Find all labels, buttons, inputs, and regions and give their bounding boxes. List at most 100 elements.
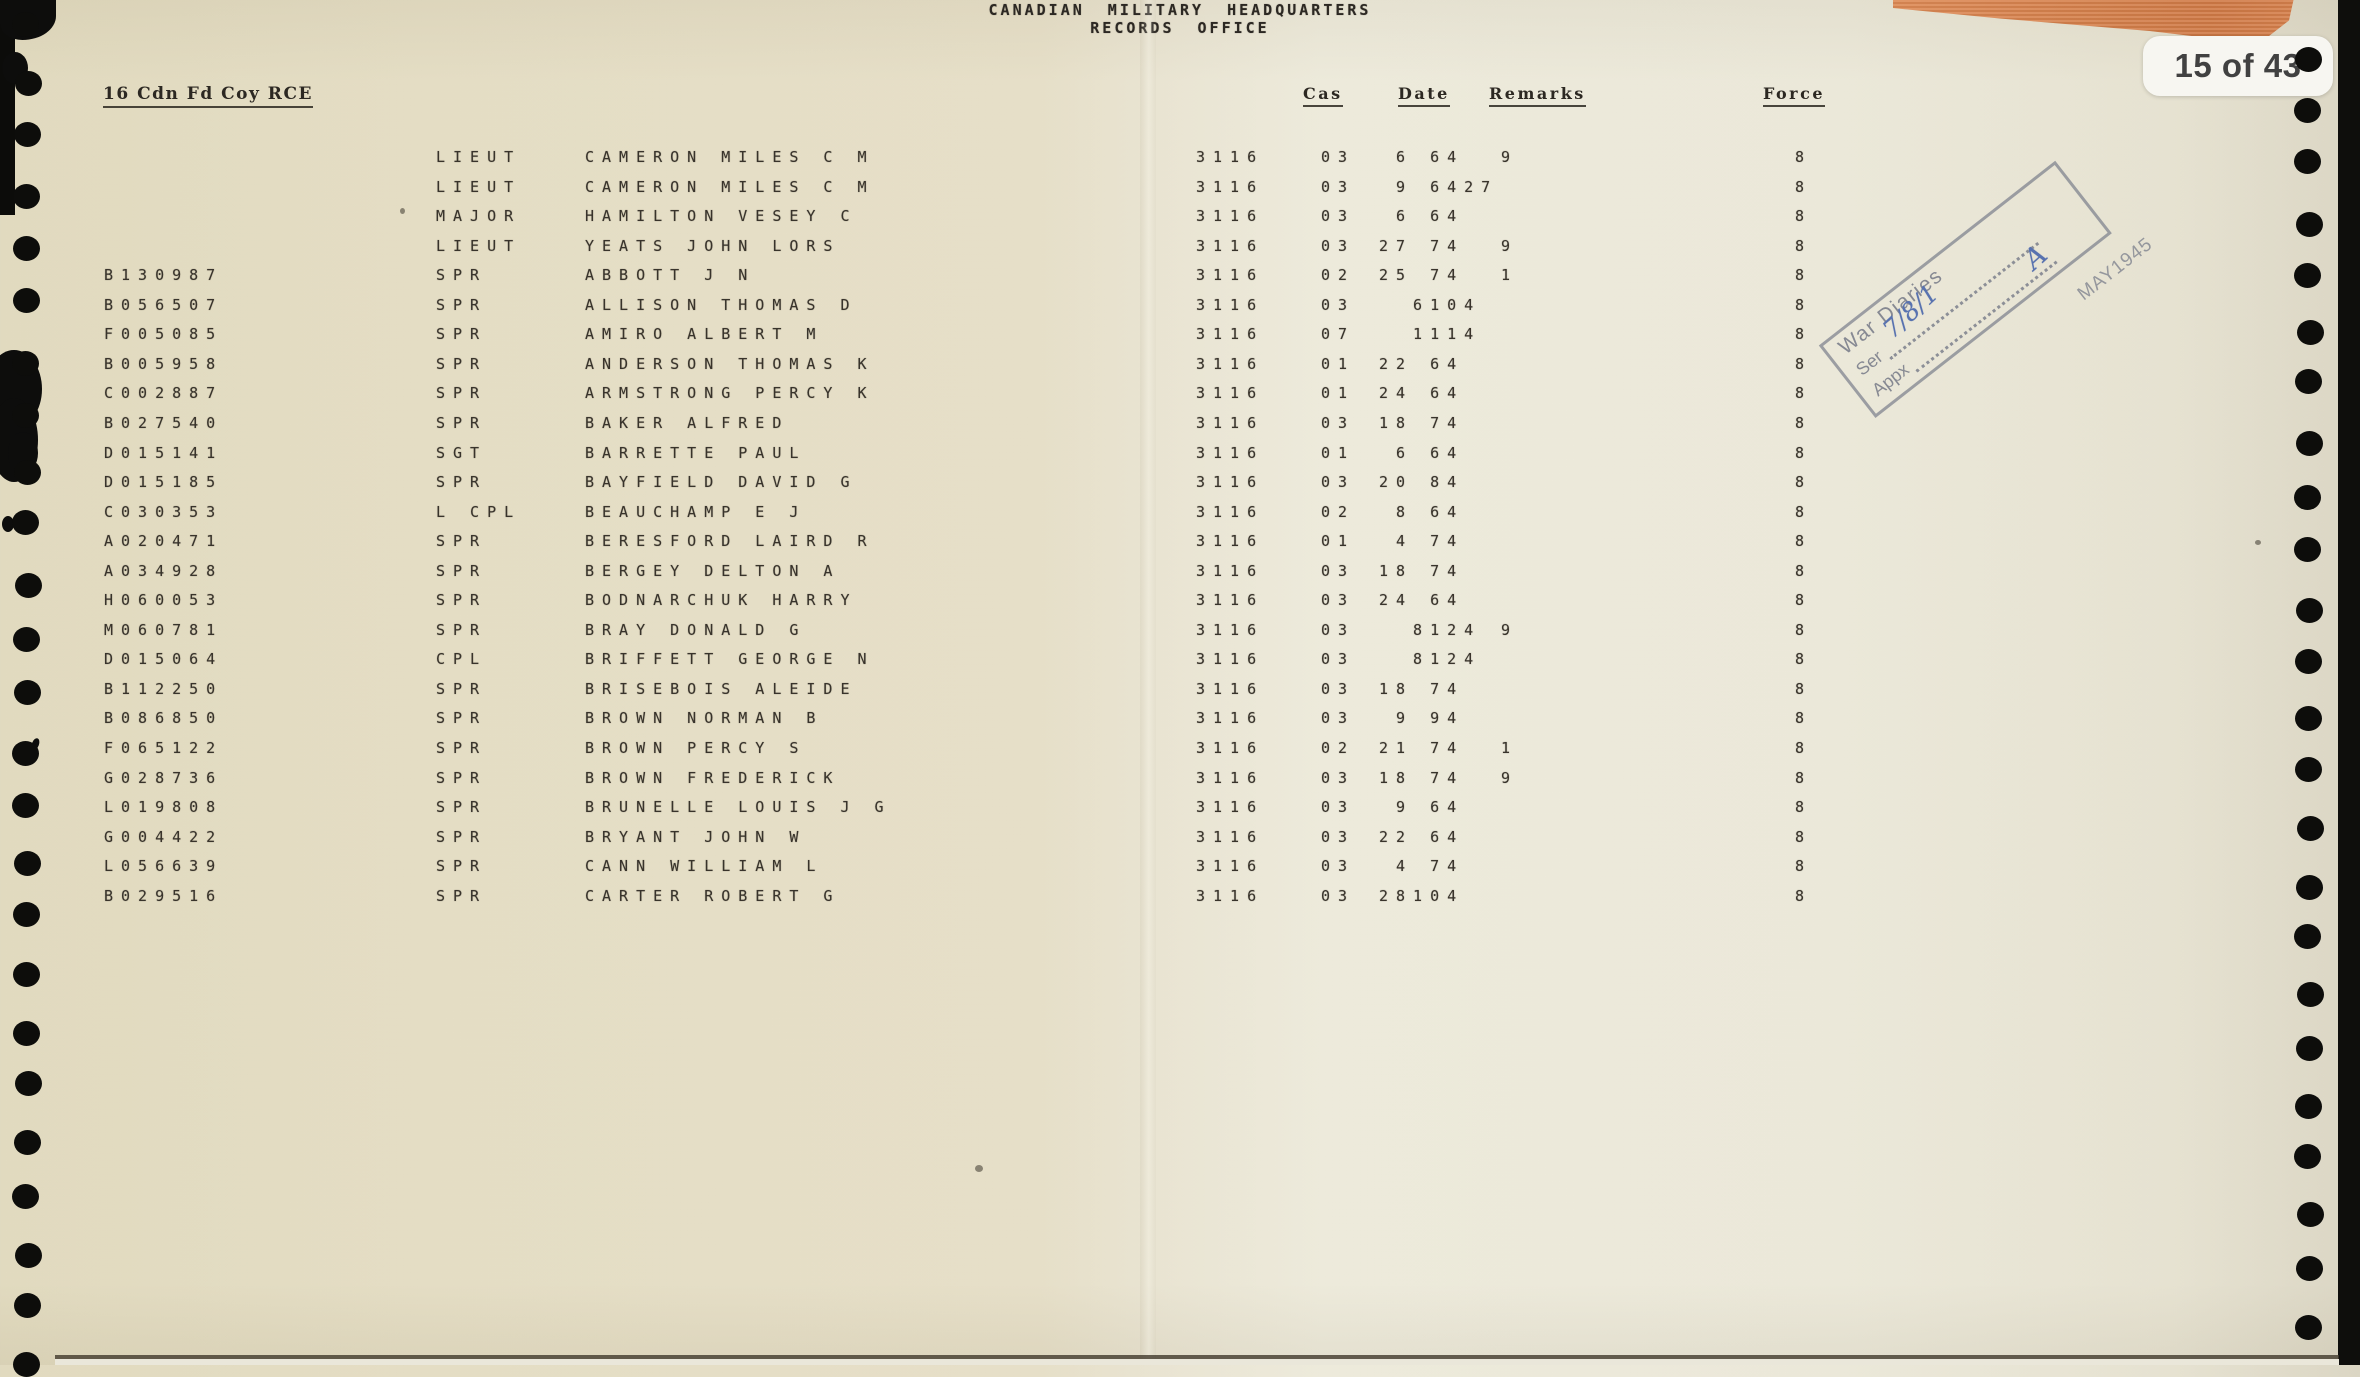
date-cell: 24 64 [1379, 591, 1465, 610]
code-cell: 02 [1321, 266, 1356, 285]
cas-cell: 3116 [1196, 591, 1265, 610]
letterhead-line2: RECORDS OFFICE [1090, 19, 1270, 37]
reg-number-cell: A020471 [104, 532, 224, 551]
col-header-date: Date [1398, 84, 1450, 107]
table-row: LIEUT CAMERON MILES C M 3116 03 9 6427 8 [0, 178, 2360, 206]
date-cell: 8 64 [1379, 502, 1465, 521]
table-row: B130987 SPR ABBOTT J N 3116 02 25 74 1 8 [0, 266, 2360, 294]
name-cell: BAYFIELD DAVID G [585, 473, 858, 492]
letterhead-line1: CANADIAN MILITARY HEADQUARTERS [988, 1, 1372, 19]
code-cell: 03 [1321, 886, 1356, 905]
cas-cell: 3116 [1196, 266, 1265, 285]
reg-number-cell: B005958 [104, 354, 224, 373]
rank-cell: SPR [436, 827, 488, 846]
rank-cell: SPR [436, 473, 488, 492]
code-cell: 01 [1321, 354, 1356, 373]
film-sprocket-dot [13, 236, 40, 262]
cas-cell: 3116 [1196, 295, 1265, 314]
name-cell: BERESFORD LAIRD R [585, 532, 875, 551]
name-cell: BRAY DONALD G [585, 620, 807, 639]
film-sprocket-dot [15, 70, 42, 96]
film-sprocket-dot [2294, 262, 2321, 288]
cas-cell: 3116 [1196, 413, 1265, 432]
code-cell: 03 [1321, 768, 1356, 787]
film-sprocket-dot [2296, 431, 2323, 457]
col-header-force: Force [1763, 84, 1826, 107]
film-sprocket-dot [2295, 1093, 2322, 1119]
film-sprocket-dot [13, 961, 40, 987]
force-cell: 8 [1795, 177, 1813, 196]
date-cell: 25 74 [1379, 266, 1465, 285]
force-cell: 8 [1795, 709, 1813, 728]
date-cell: 9 94 [1379, 709, 1465, 728]
film-sprocket-dot [2295, 756, 2322, 782]
table-row: F005085 SPR AMIRO ALBERT M 3116 07 1114 … [0, 325, 2360, 353]
reg-number-cell: C002887 [104, 384, 224, 403]
name-cell: BAKER ALFRED [585, 413, 790, 432]
force-cell: 8 [1795, 650, 1813, 669]
cas-cell: 3116 [1196, 354, 1265, 373]
table-row: D015185 SPR BAYFIELD DAVID G 3116 03 20 … [0, 473, 2360, 501]
code-cell: 03 [1321, 591, 1356, 610]
date-cell: 18 74 [1379, 768, 1465, 787]
name-cell: BROWN PERCY S [585, 739, 807, 757]
name-cell: BROWN NORMAN B [585, 709, 824, 728]
date-cell: 18 74 [1379, 413, 1465, 432]
rank-cell: SPR [436, 384, 488, 403]
name-cell: BODNARCHUK HARRY [585, 591, 858, 610]
name-cell: CANN WILLIAM L [585, 857, 824, 876]
date-cell: 4 74 [1379, 532, 1465, 551]
film-sprocket-dot [12, 402, 39, 428]
rank-cell: LIEUT [436, 177, 522, 196]
remarks-cell: 9 [1501, 236, 1519, 255]
film-sprocket-dot [12, 793, 39, 819]
date-cell: 6104 [1379, 295, 1482, 314]
table-row: G004422 SPR BRYANT JOHN W 3116 03 22 64 … [0, 828, 2360, 856]
rank-cell: L CPL [436, 502, 522, 521]
rank-cell: SPR [436, 561, 488, 580]
name-cell: BRYANT JOHN W [585, 827, 807, 846]
reg-number-cell: H060053 [104, 591, 224, 610]
cas-cell: 3116 [1196, 325, 1265, 344]
cas-cell: 3116 [1196, 620, 1265, 639]
page-bottom-edge [55, 1355, 2339, 1359]
film-sprocket-dot [15, 573, 42, 598]
cas-cell: 3116 [1196, 798, 1265, 817]
cas-cell: 3116 [1196, 236, 1265, 255]
film-sprocket-dot [14, 460, 41, 486]
cas-cell: 3116 [1196, 857, 1265, 876]
code-cell: 03 [1321, 620, 1356, 639]
remarks-cell: 1 [1501, 266, 1519, 285]
paper-speck [2255, 540, 2261, 545]
force-cell: 8 [1795, 679, 1813, 698]
rank-cell: SPR [436, 768, 488, 787]
rank-cell: MAJOR [436, 207, 522, 226]
reg-number-cell: G004422 [104, 827, 224, 846]
col-header-remarks: Remarks [1489, 84, 1586, 107]
unit-title: 16 Cdn Fd Coy RCE [103, 84, 313, 108]
table-row: D015064 CPL BRIFFETT GEORGE N 3116 03 81… [0, 650, 2360, 678]
code-cell: 02 [1321, 502, 1356, 521]
reg-number-cell: F065122 [104, 739, 224, 757]
date-cell: 6 64 [1379, 443, 1465, 462]
film-sprocket-dot [2297, 320, 2324, 345]
reg-number-cell: A034928 [104, 561, 224, 580]
table-row: B027540 SPR BAKER ALFRED 3116 03 18 74 8 [0, 414, 2360, 442]
reg-number-cell: D015185 [104, 473, 224, 492]
reg-number-cell: B027540 [104, 413, 224, 432]
code-cell: 03 [1321, 650, 1356, 669]
date-cell: 1114 [1379, 325, 1482, 344]
cas-cell: 3116 [1196, 473, 1265, 492]
table-row: B056507 SPR ALLISON THOMAS D 3116 03 610… [0, 296, 2360, 324]
cas-cell: 3116 [1196, 650, 1265, 669]
cas-cell: 3116 [1196, 443, 1265, 462]
film-sprocket-dot [2296, 875, 2323, 900]
table-row: F065122 SPR BROWN PERCY S 3116 02 21 74 … [0, 739, 2360, 767]
name-cell: CARTER ROBERT G [585, 886, 841, 905]
film-sprocket-dot [2294, 536, 2321, 562]
rank-cell: SPR [436, 886, 488, 905]
code-cell: 03 [1321, 236, 1356, 255]
table-row: M060781 SPR BRAY DONALD G 3116 03 8124 9… [0, 621, 2360, 649]
film-sprocket-dot [12, 741, 39, 767]
film-sprocket-dot [2294, 149, 2321, 175]
